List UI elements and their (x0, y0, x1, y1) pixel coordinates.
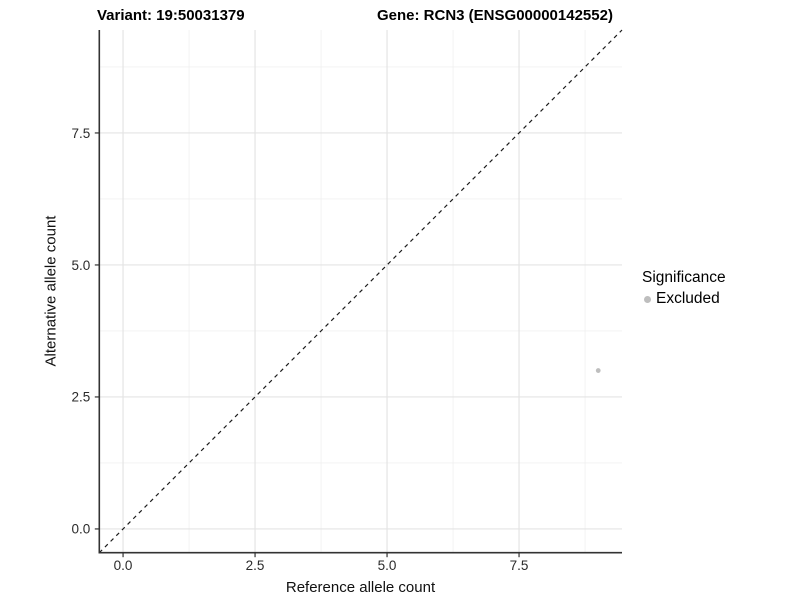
legend-item-label: Excluded (656, 290, 720, 307)
y-tick-label: 2.5 (72, 390, 91, 405)
legend-key-dot (644, 295, 651, 303)
y-tick-label: 7.5 (72, 126, 91, 141)
data-point (595, 368, 601, 373)
legend-title: Significance (642, 269, 726, 286)
legend: Significance Excluded (641, 269, 726, 308)
variant-title: Variant: 19:50031379 (97, 7, 245, 24)
x-axis-title: Reference allele count (285, 579, 436, 596)
y-tick-label: 5.0 (72, 258, 91, 273)
gene-title: Gene: RCN3 (ENSG00000142552) (377, 7, 613, 24)
x-tick-label: 2.5 (246, 558, 265, 573)
y-tick-label: 0.0 (72, 522, 91, 537)
x-tick-label: 7.5 (510, 558, 529, 573)
legend-item-excluded: Excluded (641, 290, 726, 308)
identity-line (98, 29, 623, 554)
x-tick-label: 5.0 (378, 558, 397, 573)
y-axis-title: Alternative allele count (42, 215, 60, 367)
x-tick-label: 0.0 (114, 558, 133, 573)
